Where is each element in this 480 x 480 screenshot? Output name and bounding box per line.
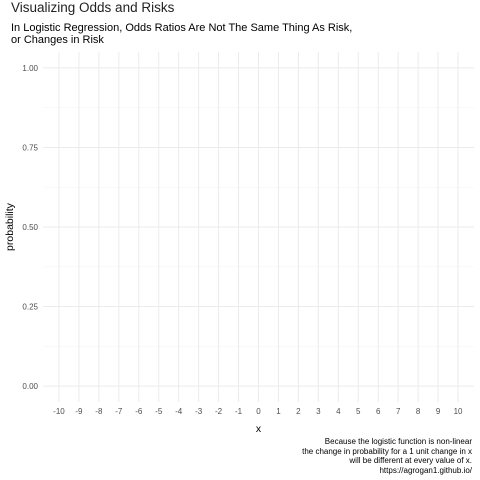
x-tick-label: -3	[195, 407, 203, 416]
y-tick-label: 1.00	[22, 64, 38, 73]
x-tick-label: -5	[155, 407, 163, 416]
x-tick-label: 8	[416, 407, 421, 416]
x-tick-labels: -10 -9 -8 -7 -6 -5 -4 -3 -2 -1 0 1 2 3 4 5 6 7 8 9 10	[53, 407, 463, 416]
x-tick-label: 1	[276, 407, 281, 416]
x-tick-label: 6	[376, 407, 381, 416]
x-tick-label: 4	[336, 407, 341, 416]
x-tick-label: -8	[95, 407, 103, 416]
y-tick-label: 0.75	[22, 143, 38, 152]
y-tick-label: 0.50	[22, 223, 38, 232]
x-tick-label: 9	[436, 407, 441, 416]
subtitle-line-2: or Changes in Risk	[11, 34, 104, 46]
x-tick-label: 5	[356, 407, 361, 416]
y-tick-labels: 0.00 0.25 0.50 0.75 1.00	[22, 64, 38, 391]
caption-line-2: the change in probability for a 1 unit c…	[302, 446, 472, 456]
chart-caption: Because the logistic function is non-lin…	[302, 437, 472, 476]
x-tick-label: -9	[75, 407, 83, 416]
caption-line-3: will be different at every value of x.	[349, 456, 472, 466]
major-gridlines	[43, 52, 474, 402]
x-axis-title: x	[256, 423, 262, 435]
x-tick-label: -10	[53, 407, 65, 416]
x-tick-label: 10	[454, 407, 463, 416]
y-axis-title: probability	[4, 202, 16, 251]
x-tick-label: -6	[135, 407, 143, 416]
caption-url: https://agrogan1.github.io/	[379, 466, 472, 476]
y-tick-label: 0.25	[22, 303, 38, 312]
chart-title: Visualizing Odds and Risks	[11, 0, 175, 15]
x-tick-label: -1	[235, 407, 243, 416]
subtitle-line-1: In Logistic Regression, Odds Ratios Are …	[11, 22, 353, 34]
x-tick-label: 0	[256, 407, 261, 416]
x-tick-label: 2	[296, 407, 301, 416]
x-tick-label: -4	[175, 407, 183, 416]
x-tick-label: 3	[316, 407, 321, 416]
x-tick-label: 7	[396, 407, 401, 416]
chart-subtitle: In Logistic Regression, Odds Ratios Are …	[11, 22, 471, 46]
x-tick-label: -2	[215, 407, 223, 416]
y-tick-label: 0.00	[22, 382, 38, 391]
x-tick-label: -7	[115, 407, 123, 416]
caption-line-1: Because the logistic function is non-lin…	[324, 437, 472, 446]
